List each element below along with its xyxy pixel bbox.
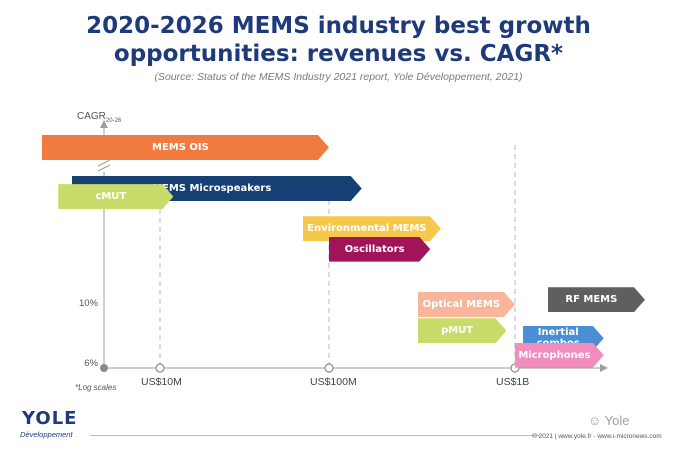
title-line-2: opportunities: revenues vs. CAGR* — [113, 41, 564, 67]
bar-optical-mems: Optical MEMS — [418, 292, 515, 317]
yole-logo: YOLE — [22, 408, 78, 429]
title-line-1: 2020-2026 MEMS industry best growth — [86, 13, 591, 39]
x-tick-label: US$10M — [141, 376, 182, 388]
x-tick-label: US$1B — [496, 376, 530, 388]
chart-title: 2020-2026 MEMS industry best growth oppo… — [0, 12, 677, 68]
bar-oscillators: Oscillators — [329, 237, 430, 262]
bar-rf-mems: RF MEMS — [548, 287, 645, 312]
source-note: (Source: Status of the MEMS Industry 202… — [154, 71, 523, 83]
yole-logo-subtitle: Développement — [20, 430, 73, 439]
watermark: ☺ Yole — [588, 413, 630, 428]
copyright: © 2021 | www.yole.fr - www.i-micronews.c… — [532, 433, 662, 440]
bar-microphones: Microphones — [515, 343, 604, 368]
y-tick-label: 6% — [84, 358, 98, 369]
y-tick-label: 10% — [78, 298, 98, 309]
footer-divider — [90, 435, 540, 436]
y-axis-label: CAGR20-26 — [77, 111, 122, 124]
bar-cmut: cMUT — [58, 184, 173, 209]
bar-mems-ois: MEMS OIS — [42, 135, 329, 160]
log-scale-note: *Log scales — [75, 383, 117, 392]
bar-pmut: pMUT — [418, 318, 507, 343]
x-tick-label: US$100M — [310, 376, 357, 388]
